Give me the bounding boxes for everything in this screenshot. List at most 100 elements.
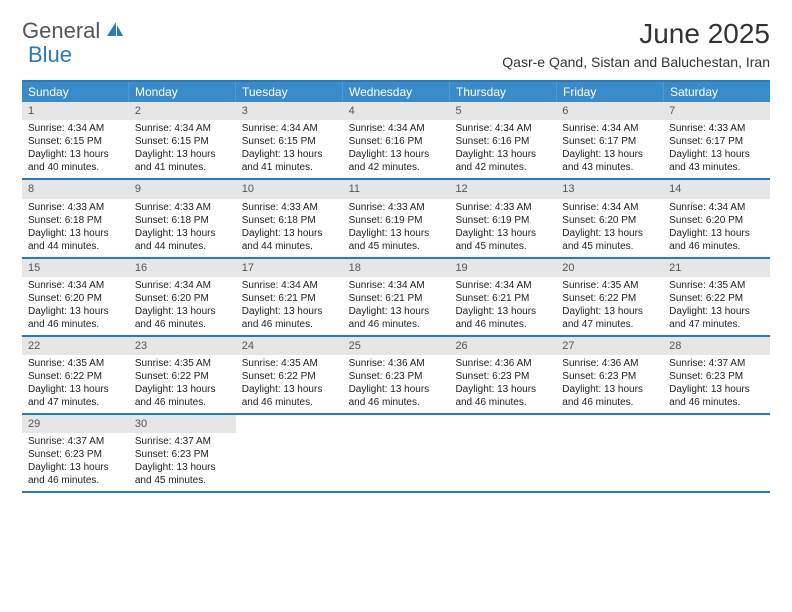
day-body: Sunrise: 4:34 AMSunset: 6:21 PMDaylight:… (343, 277, 450, 335)
sunrise-line: Sunrise: 4:33 AM (135, 201, 230, 214)
day-cell: 24Sunrise: 4:35 AMSunset: 6:22 PMDayligh… (236, 337, 343, 413)
weekday-header: Tuesday (236, 82, 343, 102)
sunset-line: Sunset: 6:17 PM (562, 135, 657, 148)
sunset-line: Sunset: 6:22 PM (562, 292, 657, 305)
weekday-header: Sunday (22, 82, 129, 102)
title-block: June 2025 Qasr-e Qand, Sistan and Baluch… (502, 18, 770, 70)
sunset-line: Sunset: 6:23 PM (28, 448, 123, 461)
daylight-line: Daylight: 13 hours and 46 minutes. (28, 305, 123, 331)
daylight-line: Daylight: 13 hours and 46 minutes. (455, 305, 550, 331)
day-body: Sunrise: 4:34 AMSunset: 6:20 PMDaylight:… (22, 277, 129, 335)
sunset-line: Sunset: 6:20 PM (562, 214, 657, 227)
sunset-line: Sunset: 6:19 PM (349, 214, 444, 227)
day-cell: 25Sunrise: 4:36 AMSunset: 6:23 PMDayligh… (343, 337, 450, 413)
day-cell: 27Sunrise: 4:36 AMSunset: 6:23 PMDayligh… (556, 337, 663, 413)
day-cell: 9Sunrise: 4:33 AMSunset: 6:18 PMDaylight… (129, 180, 236, 256)
day-body: Sunrise: 4:35 AMSunset: 6:22 PMDaylight:… (236, 355, 343, 413)
day-body: Sunrise: 4:33 AMSunset: 6:19 PMDaylight:… (449, 199, 556, 257)
day-body: Sunrise: 4:37 AMSunset: 6:23 PMDaylight:… (663, 355, 770, 413)
daylight-line: Daylight: 13 hours and 45 minutes. (135, 461, 230, 487)
day-number: 19 (449, 259, 556, 277)
day-cell: 7Sunrise: 4:33 AMSunset: 6:17 PMDaylight… (663, 102, 770, 178)
daylight-line: Daylight: 13 hours and 46 minutes. (562, 383, 657, 409)
daylight-line: Daylight: 13 hours and 44 minutes. (135, 227, 230, 253)
day-body: Sunrise: 4:34 AMSunset: 6:17 PMDaylight:… (556, 120, 663, 178)
daylight-line: Daylight: 13 hours and 46 minutes. (242, 305, 337, 331)
day-number: 13 (556, 180, 663, 198)
sunset-line: Sunset: 6:15 PM (28, 135, 123, 148)
day-number: 16 (129, 259, 236, 277)
sunrise-line: Sunrise: 4:36 AM (562, 357, 657, 370)
daylight-line: Daylight: 13 hours and 46 minutes. (669, 383, 764, 409)
day-cell: 23Sunrise: 4:35 AMSunset: 6:22 PMDayligh… (129, 337, 236, 413)
day-cell: 22Sunrise: 4:35 AMSunset: 6:22 PMDayligh… (22, 337, 129, 413)
sunset-line: Sunset: 6:23 PM (455, 370, 550, 383)
day-number: 30 (129, 415, 236, 433)
day-body: Sunrise: 4:36 AMSunset: 6:23 PMDaylight:… (449, 355, 556, 413)
sunrise-line: Sunrise: 4:36 AM (349, 357, 444, 370)
day-number: 22 (22, 337, 129, 355)
weekday-header: Saturday (664, 82, 770, 102)
day-cell: 5Sunrise: 4:34 AMSunset: 6:16 PMDaylight… (449, 102, 556, 178)
day-cell (556, 415, 663, 491)
daylight-line: Daylight: 13 hours and 46 minutes. (669, 227, 764, 253)
daylight-line: Daylight: 13 hours and 45 minutes. (349, 227, 444, 253)
sunrise-line: Sunrise: 4:37 AM (28, 435, 123, 448)
sunset-line: Sunset: 6:21 PM (455, 292, 550, 305)
daylight-line: Daylight: 13 hours and 46 minutes. (28, 461, 123, 487)
weekday-header: Monday (129, 82, 236, 102)
day-number: 2 (129, 102, 236, 120)
day-cell (343, 415, 450, 491)
day-body: Sunrise: 4:34 AMSunset: 6:16 PMDaylight:… (449, 120, 556, 178)
day-cell: 21Sunrise: 4:35 AMSunset: 6:22 PMDayligh… (663, 259, 770, 335)
day-cell: 29Sunrise: 4:37 AMSunset: 6:23 PMDayligh… (22, 415, 129, 491)
day-number: 15 (22, 259, 129, 277)
day-body: Sunrise: 4:37 AMSunset: 6:23 PMDaylight:… (129, 433, 236, 491)
logo: General (22, 18, 126, 44)
daylight-line: Daylight: 13 hours and 41 minutes. (135, 148, 230, 174)
sunrise-line: Sunrise: 4:34 AM (28, 122, 123, 135)
sunset-line: Sunset: 6:23 PM (349, 370, 444, 383)
day-cell: 20Sunrise: 4:35 AMSunset: 6:22 PMDayligh… (556, 259, 663, 335)
sunset-line: Sunset: 6:22 PM (28, 370, 123, 383)
day-number: 17 (236, 259, 343, 277)
day-number: 4 (343, 102, 450, 120)
day-number: 27 (556, 337, 663, 355)
day-body: Sunrise: 4:34 AMSunset: 6:16 PMDaylight:… (343, 120, 450, 178)
day-body: Sunrise: 4:35 AMSunset: 6:22 PMDaylight:… (22, 355, 129, 413)
sunrise-line: Sunrise: 4:34 AM (455, 122, 550, 135)
day-body: Sunrise: 4:34 AMSunset: 6:20 PMDaylight:… (556, 199, 663, 257)
sunset-line: Sunset: 6:18 PM (28, 214, 123, 227)
day-cell: 2Sunrise: 4:34 AMSunset: 6:15 PMDaylight… (129, 102, 236, 178)
day-body: Sunrise: 4:34 AMSunset: 6:21 PMDaylight:… (236, 277, 343, 335)
sunrise-line: Sunrise: 4:34 AM (562, 122, 657, 135)
daylight-line: Daylight: 13 hours and 45 minutes. (562, 227, 657, 253)
day-cell: 15Sunrise: 4:34 AMSunset: 6:20 PMDayligh… (22, 259, 129, 335)
sunrise-line: Sunrise: 4:35 AM (242, 357, 337, 370)
header: General June 2025 Qasr-e Qand, Sistan an… (0, 0, 792, 74)
day-cell: 6Sunrise: 4:34 AMSunset: 6:17 PMDaylight… (556, 102, 663, 178)
day-number: 3 (236, 102, 343, 120)
daylight-line: Daylight: 13 hours and 46 minutes. (349, 305, 444, 331)
sunrise-line: Sunrise: 4:34 AM (349, 279, 444, 292)
daylight-line: Daylight: 13 hours and 41 minutes. (242, 148, 337, 174)
day-body: Sunrise: 4:37 AMSunset: 6:23 PMDaylight:… (22, 433, 129, 491)
day-number: 9 (129, 180, 236, 198)
day-cell: 8Sunrise: 4:33 AMSunset: 6:18 PMDaylight… (22, 180, 129, 256)
sunrise-line: Sunrise: 4:34 AM (135, 279, 230, 292)
daylight-line: Daylight: 13 hours and 44 minutes. (28, 227, 123, 253)
day-number: 26 (449, 337, 556, 355)
sunrise-line: Sunrise: 4:37 AM (135, 435, 230, 448)
day-cell: 11Sunrise: 4:33 AMSunset: 6:19 PMDayligh… (343, 180, 450, 256)
sunset-line: Sunset: 6:22 PM (135, 370, 230, 383)
day-number: 11 (343, 180, 450, 198)
day-body: Sunrise: 4:35 AMSunset: 6:22 PMDaylight:… (129, 355, 236, 413)
day-body: Sunrise: 4:33 AMSunset: 6:18 PMDaylight:… (236, 199, 343, 257)
calendar: SundayMondayTuesdayWednesdayThursdayFrid… (22, 80, 770, 493)
day-number: 24 (236, 337, 343, 355)
day-body: Sunrise: 4:34 AMSunset: 6:21 PMDaylight:… (449, 277, 556, 335)
sunset-line: Sunset: 6:23 PM (135, 448, 230, 461)
sunrise-line: Sunrise: 4:34 AM (349, 122, 444, 135)
daylight-line: Daylight: 13 hours and 46 minutes. (455, 383, 550, 409)
day-number: 10 (236, 180, 343, 198)
